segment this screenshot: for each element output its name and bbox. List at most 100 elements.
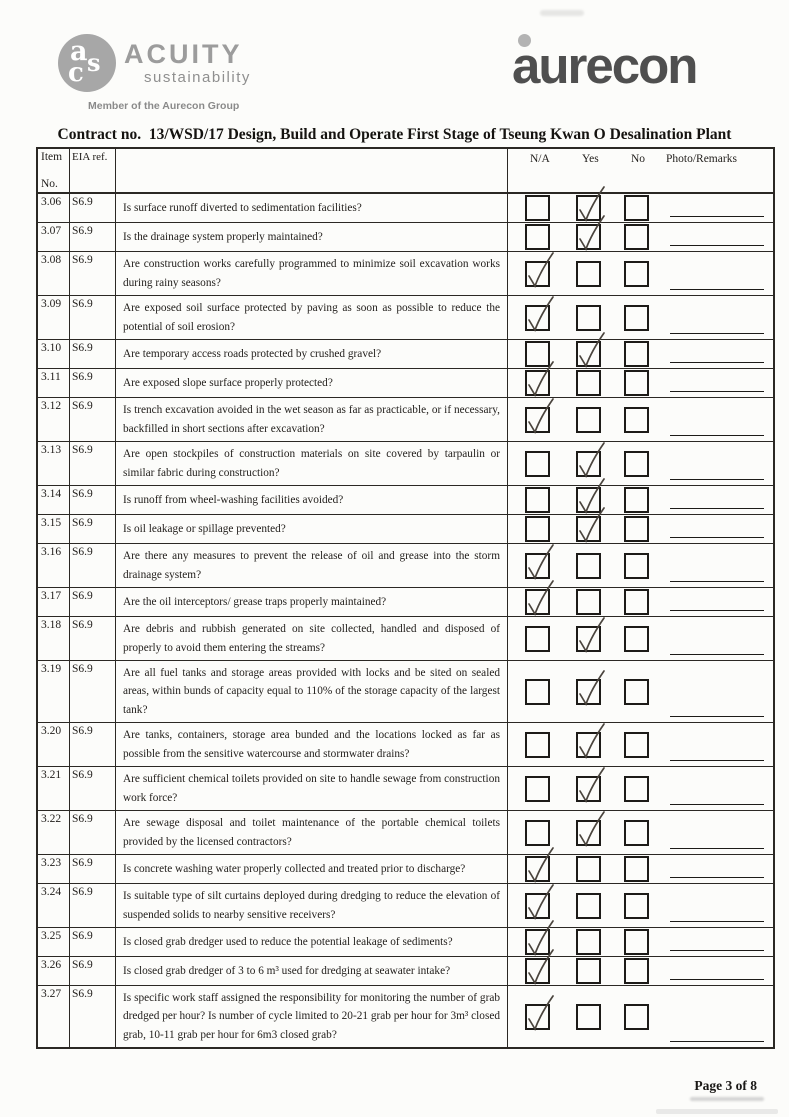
remarks-line[interactable] <box>670 289 764 290</box>
checkbox-yes[interactable] <box>576 856 601 882</box>
remarks-line[interactable] <box>670 848 764 849</box>
checkbox-no[interactable] <box>624 929 649 955</box>
checkbox-na[interactable] <box>525 731 550 758</box>
checkbox-yes[interactable] <box>576 332 605 368</box>
checkbox-na[interactable] <box>525 450 550 477</box>
remarks-line[interactable] <box>670 804 764 805</box>
eia-ref: S6.9 <box>70 398 116 441</box>
checkbox-no[interactable] <box>624 625 649 652</box>
table-body: 3.06 S6.9 Is surface runoff diverted to … <box>38 186 773 1047</box>
checkbox-na[interactable] <box>525 516 550 542</box>
checkbox-yes[interactable] <box>576 958 601 984</box>
checkbox-yes[interactable] <box>576 589 601 615</box>
checkbox-no[interactable] <box>624 1003 649 1030</box>
answer-cell <box>508 397 773 441</box>
checkbox-yes[interactable] <box>576 478 605 514</box>
checkbox-yes[interactable] <box>576 370 601 396</box>
checkbox-na[interactable] <box>525 361 554 397</box>
checkbox-yes[interactable] <box>576 406 601 433</box>
remarks-line[interactable] <box>670 654 764 655</box>
question-cell: Are all fuel tanks and storage areas pro… <box>116 661 508 722</box>
checkbox-yes[interactable] <box>576 215 605 251</box>
checkbox-na[interactable] <box>525 920 554 956</box>
answer-cell <box>508 949 773 985</box>
checkbox-no[interactable] <box>624 552 649 579</box>
remarks-line[interactable] <box>670 716 764 717</box>
checkbox-na[interactable] <box>525 994 554 1031</box>
checkbox-no[interactable] <box>624 516 649 542</box>
checkbox-no[interactable] <box>624 819 649 846</box>
checkbox-yes[interactable] <box>576 441 605 478</box>
checkbox-no[interactable] <box>624 731 649 758</box>
checkbox-yes[interactable] <box>576 186 605 222</box>
header-question <box>116 149 508 192</box>
checkbox-no[interactable] <box>624 224 649 250</box>
checklist-table: Item No. EIA ref. N/A Yes No Photo/Remar… <box>36 147 775 1049</box>
checkbox-yes[interactable] <box>576 260 601 287</box>
remarks-line[interactable] <box>670 921 764 922</box>
monogram-letter: s <box>87 48 101 77</box>
checkbox-na[interactable] <box>525 625 550 652</box>
remarks-line[interactable] <box>670 537 764 538</box>
checkbox-no[interactable] <box>624 341 649 367</box>
remarks-line[interactable] <box>670 479 764 480</box>
checkbox-no[interactable] <box>624 589 649 615</box>
checkbox-yes[interactable] <box>576 929 601 955</box>
table-row: 3.15 S6.9 Is oil leakage or spillage pre… <box>38 507 773 543</box>
remarks-line[interactable] <box>670 1041 764 1042</box>
remarks-line[interactable] <box>670 610 764 611</box>
checkbox-yes[interactable] <box>576 1003 601 1030</box>
checkbox-no[interactable] <box>624 958 649 984</box>
checkbox-no[interactable] <box>624 892 649 919</box>
checkbox-yes[interactable] <box>576 552 601 579</box>
checkbox-na[interactable] <box>525 341 550 367</box>
remarks-line[interactable] <box>670 216 764 217</box>
checkbox-yes[interactable] <box>576 669 605 706</box>
remarks-line[interactable] <box>670 245 764 246</box>
checkbox-na[interactable] <box>525 678 550 705</box>
remarks-line[interactable] <box>670 950 764 951</box>
checkbox-no[interactable] <box>624 678 649 705</box>
checkbox-na[interactable] <box>525 224 550 250</box>
remarks-line[interactable] <box>670 362 764 363</box>
checkbox-yes[interactable] <box>576 304 601 331</box>
checkbox-yes[interactable] <box>576 810 605 847</box>
checkbox-yes[interactable] <box>576 766 605 803</box>
checkbox-no[interactable] <box>624 406 649 433</box>
checkbox-yes[interactable] <box>576 616 605 653</box>
checkbox-na[interactable] <box>525 487 550 513</box>
checkbox-na[interactable] <box>525 819 550 846</box>
checkbox-no[interactable] <box>624 370 649 396</box>
checkbox-no[interactable] <box>624 856 649 882</box>
checkbox-na[interactable] <box>525 397 554 434</box>
checkbox-no[interactable] <box>624 304 649 331</box>
remarks-line[interactable] <box>670 979 764 980</box>
checkbox-na[interactable] <box>525 251 554 288</box>
checkbox-na[interactable] <box>525 847 554 883</box>
remarks-line[interactable] <box>670 391 764 392</box>
checkbox-no[interactable] <box>624 775 649 802</box>
checkbox-no[interactable] <box>624 260 649 287</box>
checkbox-yes[interactable] <box>576 507 605 543</box>
checkbox-yes[interactable] <box>576 722 605 759</box>
checkbox-na[interactable] <box>525 883 554 920</box>
checkbox-na[interactable] <box>525 580 554 616</box>
question-cell: Are sufficient chemical toilets provided… <box>116 767 508 810</box>
checkbox-no[interactable] <box>624 487 649 513</box>
header-item-line1: Item <box>41 151 63 163</box>
remarks-line[interactable] <box>670 581 764 582</box>
checkbox-na[interactable] <box>525 949 554 985</box>
checkbox-no[interactable] <box>624 195 649 221</box>
remarks-line[interactable] <box>670 333 764 334</box>
remarks-line[interactable] <box>670 435 764 436</box>
remarks-line[interactable] <box>670 508 764 509</box>
item-number: 3.16 <box>38 544 70 587</box>
checkbox-na[interactable] <box>525 775 550 802</box>
checkbox-na[interactable] <box>525 295 554 332</box>
checkbox-yes[interactable] <box>576 892 601 919</box>
checkbox-no[interactable] <box>624 450 649 477</box>
checkbox-na[interactable] <box>525 195 550 221</box>
checkbox-na[interactable] <box>525 543 554 580</box>
remarks-line[interactable] <box>670 877 764 878</box>
remarks-line[interactable] <box>670 760 764 761</box>
